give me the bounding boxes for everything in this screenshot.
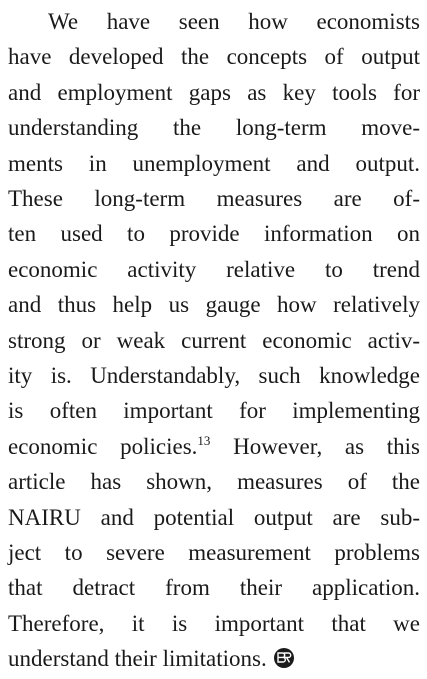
text-line: that detract from their application. xyxy=(8,570,420,605)
text-segment: We have seen how economists xyxy=(48,9,420,34)
text-line: and employment gaps as key tools for xyxy=(8,75,420,110)
footnote-ref: 13 xyxy=(197,432,211,448)
text-segment: article has shown, measures of the xyxy=(8,469,420,495)
text-line: We have seen how economists xyxy=(48,4,420,39)
text-line: is often important for implementing xyxy=(8,393,420,428)
text-segment: and thus help us gauge how relatively xyxy=(8,292,420,318)
text-line: understanding the long-term move- xyxy=(8,110,420,145)
text-segment: that detract from their application. xyxy=(8,575,420,601)
text-line: ity is. Understandably, such knowledge xyxy=(8,358,420,393)
text-segment: economic policies. xyxy=(8,433,198,459)
text-segment: These long-term measures are of- xyxy=(8,186,420,211)
text-segment: understand their limitations. xyxy=(8,646,267,672)
end-mark xyxy=(273,648,294,669)
text-line: and thus help us gauge how relatively xyxy=(8,287,420,322)
text-line: strong or weak current economic activ- xyxy=(8,323,420,358)
text-line: These long-term measures are of- xyxy=(8,181,420,216)
text-line: economic policies.13 However, as this xyxy=(8,429,420,464)
text-segment: have developed the concepts of output xyxy=(8,44,420,70)
text-line: article has shown, measures of the xyxy=(8,464,420,499)
text-segment: ject to severe measurement problems xyxy=(8,540,420,565)
text-line: understand their limitations. xyxy=(8,641,420,676)
text-line: ject to severe measurement problems xyxy=(8,535,420,570)
text-segment: ity is. Understandably, such knowledge xyxy=(8,363,420,388)
text-segment: However, as this xyxy=(210,433,420,459)
text-line: economic activity relative to trend xyxy=(8,252,420,287)
text-segment: ten used to provide information on xyxy=(8,221,420,247)
text-segment: economic activity relative to trend xyxy=(8,256,420,282)
text-line: ments in unemployment and output. xyxy=(8,146,420,181)
text-line: Therefore, it is important that we xyxy=(8,606,420,641)
text-segment: strong or weak current economic activ- xyxy=(8,327,420,353)
text-segment: NAIRU and potential output are sub- xyxy=(8,504,420,530)
text-line: ten used to provide information on xyxy=(8,216,420,251)
text-segment: and employment gaps as key tools for xyxy=(8,79,420,105)
text-segment: understanding the long-term move- xyxy=(8,115,420,141)
text-segment: ments in unemployment and output. xyxy=(8,150,420,176)
text-line: NAIRU and potential output are sub- xyxy=(8,500,420,535)
text-segment: Therefore, it is important that we xyxy=(8,610,420,636)
text-line: have developed the concepts of output xyxy=(8,39,420,74)
text-segment: is often important for implementing xyxy=(8,398,420,424)
